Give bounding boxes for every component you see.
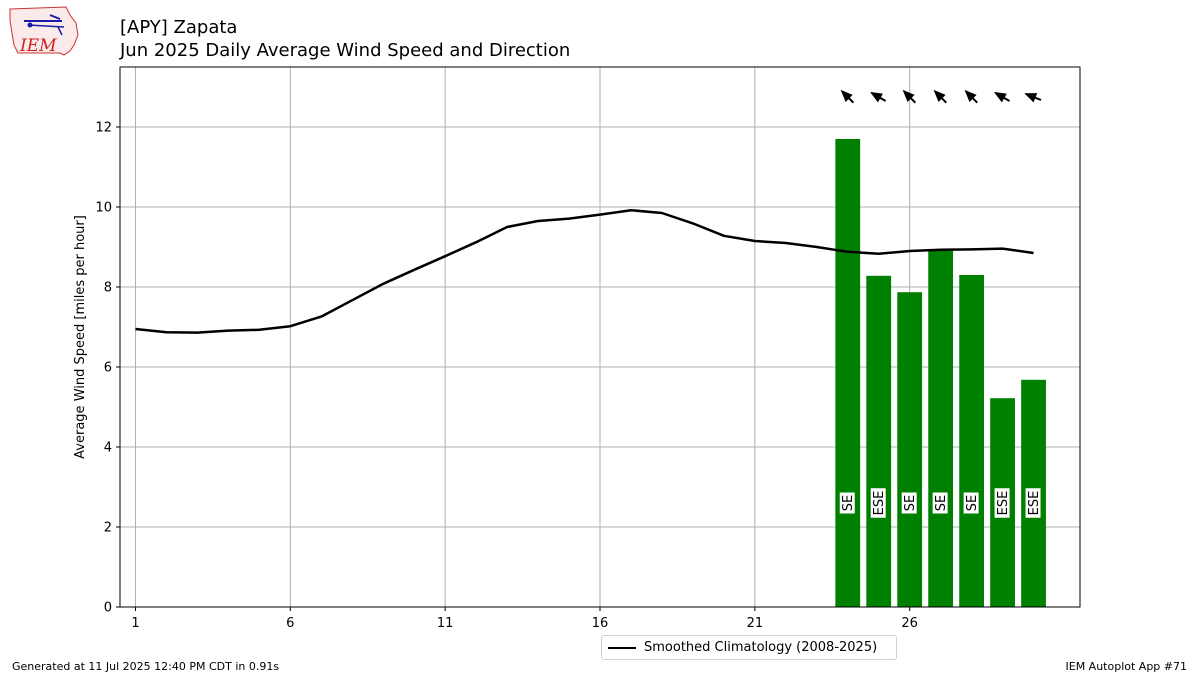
direction-label-text: SE [965,495,980,511]
wind-bar [866,275,892,607]
direction-label: SE [932,492,949,514]
x-tick-label: 1 [131,616,139,631]
direction-label: SE [901,492,918,514]
y-tick-label: 12 [95,121,112,136]
wind-arrows [840,89,1042,104]
wind-arrow-head [933,89,946,102]
direction-labels: SE ESE SE SE SE ESE ESE [839,488,1042,518]
wind-bar [835,139,861,607]
direction-label-box [870,488,886,518]
direction-label-text: ESE [872,491,887,516]
direction-label-box [994,488,1010,518]
x-tick-label: 11 [437,616,454,631]
wind-arrow-head [840,89,853,102]
y-tick-label: 10 [95,201,112,216]
logo-text: IEM [19,36,57,56]
direction-label-box [963,492,979,514]
generated-timestamp: Generated at 11 Jul 2025 12:40 PM CDT in… [12,660,280,673]
direction-label-box [1025,488,1041,518]
y-tick-label: 6 [104,361,112,376]
direction-label-box [839,492,855,514]
climatology-line [135,208,1034,334]
y-tick-label: 2 [104,521,112,536]
y-tick-label: 4 [104,441,112,456]
chart-subtitle: Jun 2025 Daily Average Wind Speed and Di… [120,40,571,61]
app-label: IEM Autoplot App #71 [1065,660,1188,673]
direction-label: SE [963,492,980,514]
direction-label: ESE [994,488,1011,518]
legend-line-swatch [608,647,636,649]
direction-label-box [901,492,917,514]
y-tick-label: 0 [104,601,112,616]
wind-bar [897,292,923,607]
direction-label: ESE [870,488,887,518]
legend: Smoothed Climatology (2008-2025) [601,635,897,660]
wind-arrow-head [964,89,977,102]
bars [835,139,1046,607]
direction-label-text: ESE [1027,491,1042,516]
wind-arrow-head [993,92,1007,103]
iem-logo: IEM [9,6,79,56]
x-tick-label: 6 [286,616,294,631]
direction-label-box [932,492,948,514]
direction-label-text: SE [934,495,949,511]
direction-label: ESE [1025,488,1042,518]
wind-arrow-head [1024,93,1038,103]
chart-title: [APY] Zapata [120,17,238,38]
direction-label-text: SE [841,495,856,511]
direction-label-text: SE [903,495,918,511]
y-tick-label: 8 [104,281,112,296]
y-axis-label: Average Wind Speed [miles per hour] [73,215,88,459]
climatology-series-line [135,208,1034,334]
x-tick-label: 21 [747,616,764,631]
direction-label-text: ESE [996,491,1011,516]
legend-label: Smoothed Climatology (2008-2025) [644,640,878,655]
wind-bar [928,250,954,607]
x-tick-label: 16 [592,616,609,631]
direction-label: SE [839,492,856,514]
x-tick-label: 26 [901,616,918,631]
wind-arrow-head [902,89,915,102]
wind-bar [959,275,984,607]
wind-arrow-head [870,92,883,103]
